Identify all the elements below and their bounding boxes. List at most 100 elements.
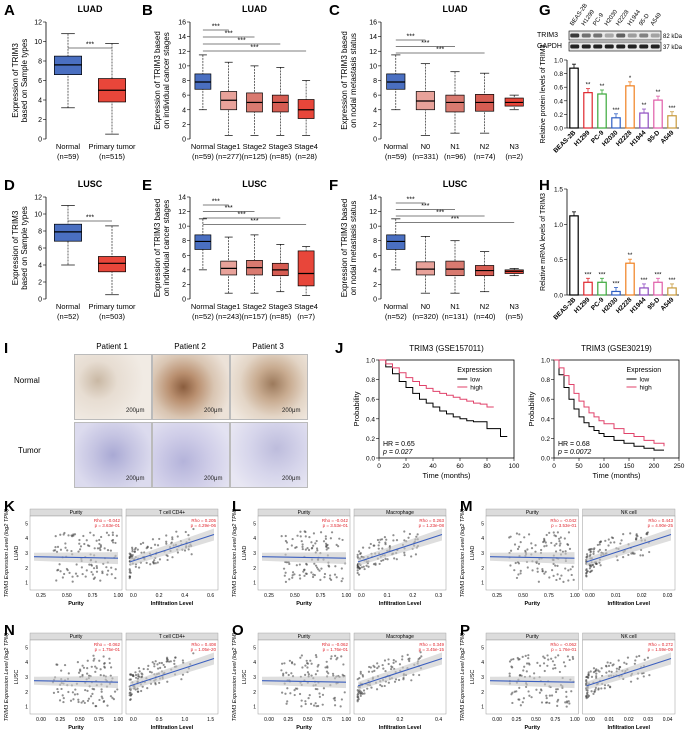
data-point (87, 697, 91, 700)
data-point (128, 678, 131, 681)
data-point (98, 547, 101, 550)
data-point (634, 538, 638, 541)
data-point (92, 654, 95, 657)
data-point (282, 567, 286, 570)
x-tick-label: 100 (599, 463, 610, 470)
ihc-normal-patient-3 (230, 354, 308, 420)
data-point (156, 544, 160, 547)
data-point (516, 547, 520, 551)
data-point (567, 579, 570, 582)
data-point (534, 544, 537, 547)
data-point (597, 550, 600, 553)
data-point (510, 658, 513, 661)
confidence-band (262, 552, 346, 565)
data-point (554, 690, 558, 694)
data-point (72, 698, 75, 701)
data-point (368, 546, 371, 549)
data-point (357, 573, 361, 576)
data-point (73, 693, 77, 696)
data-point (98, 538, 101, 542)
y-tick-label: 2 (25, 566, 28, 572)
data-point (622, 532, 625, 536)
data-point (369, 542, 372, 546)
data-point (536, 661, 539, 664)
data-point (543, 656, 546, 660)
data-point (300, 699, 303, 702)
data-point (359, 670, 362, 673)
x-axis-label: Purity (296, 725, 313, 731)
bar (583, 92, 593, 129)
group-label: Normal (191, 142, 216, 151)
data-point (147, 664, 150, 667)
data-point (324, 666, 327, 669)
data-point (315, 539, 318, 543)
bar (569, 67, 579, 129)
data-point (128, 692, 131, 695)
data-point (392, 539, 395, 542)
group-label: Stage1 (217, 142, 241, 151)
data-point (589, 550, 592, 553)
panel-letter: E (142, 177, 153, 194)
data-point (304, 535, 307, 538)
side-label: LUSC (470, 670, 476, 685)
data-point (282, 672, 285, 675)
data-point (320, 567, 323, 570)
data-point (531, 569, 534, 572)
panel-letter: P (460, 622, 471, 639)
x-tick-label: 0.50 (518, 593, 528, 599)
data-point (589, 570, 593, 573)
data-point (80, 701, 83, 704)
data-point (333, 704, 337, 707)
legend-title: Expression (627, 367, 662, 374)
data-point (72, 533, 75, 536)
data-point (299, 535, 302, 538)
data-point (362, 689, 366, 692)
data-point (541, 567, 544, 571)
data-point (63, 572, 66, 576)
group-label: Stage4 (294, 142, 318, 151)
group-label: Primary tumor (88, 142, 136, 151)
data-point (176, 535, 179, 538)
data-point (559, 549, 562, 552)
data-point (100, 695, 103, 698)
data-point (379, 683, 382, 687)
data-point (314, 687, 317, 691)
data-point (134, 688, 137, 691)
data-point (521, 701, 524, 704)
data-point (377, 544, 380, 547)
legend-title: Expression (457, 367, 492, 374)
data-point (571, 657, 575, 660)
blot-band (593, 44, 603, 49)
data-point (316, 549, 319, 552)
data-point (534, 550, 537, 553)
data-point (192, 652, 195, 655)
hr-annotation: HR = 0.68 (558, 441, 590, 448)
data-point (82, 699, 85, 703)
p-label: p = 1.75e-01 (95, 647, 121, 652)
data-point (180, 678, 183, 681)
data-point (592, 552, 595, 555)
data-point (93, 547, 96, 550)
y-tick-label: 0.8 (554, 71, 563, 78)
group-label: Normal (56, 302, 81, 311)
data-point (639, 554, 642, 557)
data-point (128, 575, 132, 579)
rho-label: Rho = -0.062 (322, 642, 349, 647)
data-point (110, 666, 113, 669)
x-axis-label: Purity (524, 725, 541, 731)
data-point (519, 540, 522, 544)
data-point (316, 669, 319, 672)
x-tick-label: 1.00 (570, 593, 580, 599)
facet-label: Macrophage (386, 634, 414, 640)
data-point (100, 690, 103, 693)
data-point (156, 663, 159, 666)
data-point (341, 538, 344, 542)
data-point (357, 696, 360, 699)
data-point (571, 565, 574, 568)
x-tick-label: 0.02 (624, 717, 634, 723)
scale-bar-label: 200μm (282, 408, 301, 414)
x-tick-label: 0.01 (604, 717, 614, 723)
data-point (363, 692, 366, 695)
data-point (81, 664, 84, 667)
y-tick-label: 1 (25, 705, 28, 711)
